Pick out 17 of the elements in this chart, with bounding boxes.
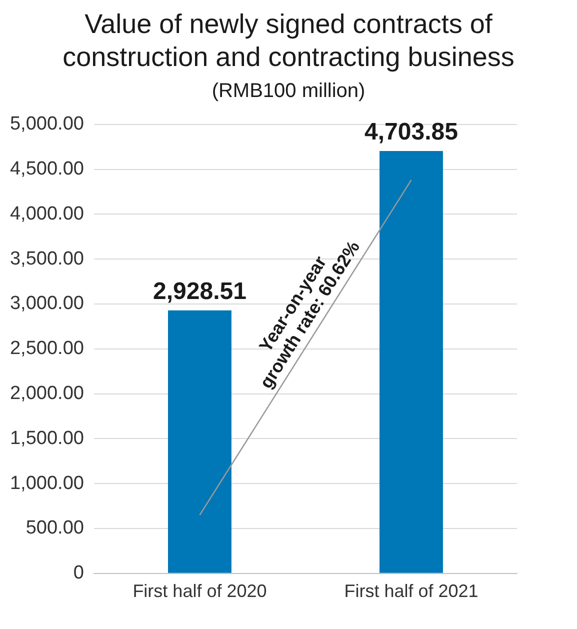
y-tick-label: 3,500.00 — [10, 248, 84, 270]
x-tick-label: First half of 2021 — [344, 581, 478, 602]
y-tick-label: 1,000.00 — [10, 472, 84, 494]
x-tick-label: First half of 2020 — [132, 581, 267, 602]
y-tick-label: 0 — [73, 562, 84, 584]
y-tick-label: 4,500.00 — [10, 158, 84, 180]
data-label: 2,928.51 — [153, 278, 246, 306]
data-label: 4,703.85 — [364, 118, 458, 146]
y-tick-label: 1,500.00 — [10, 428, 84, 449]
y-tick-label: 4,000.00 — [10, 203, 84, 224]
y-tick-label: 500.00 — [26, 518, 84, 539]
y-tick-label: 2,000.00 — [10, 383, 84, 404]
chart-subtitle: (RMB100 million) — [210, 80, 366, 103]
y-tick-label: 5,000.00 — [10, 114, 84, 135]
y-tick-label: 3,000.00 — [10, 293, 84, 314]
y-tick-label: 2,500.00 — [10, 338, 84, 360]
chart-title: Value of newly signed contracts of construction and contracting business — [62, 8, 516, 74]
